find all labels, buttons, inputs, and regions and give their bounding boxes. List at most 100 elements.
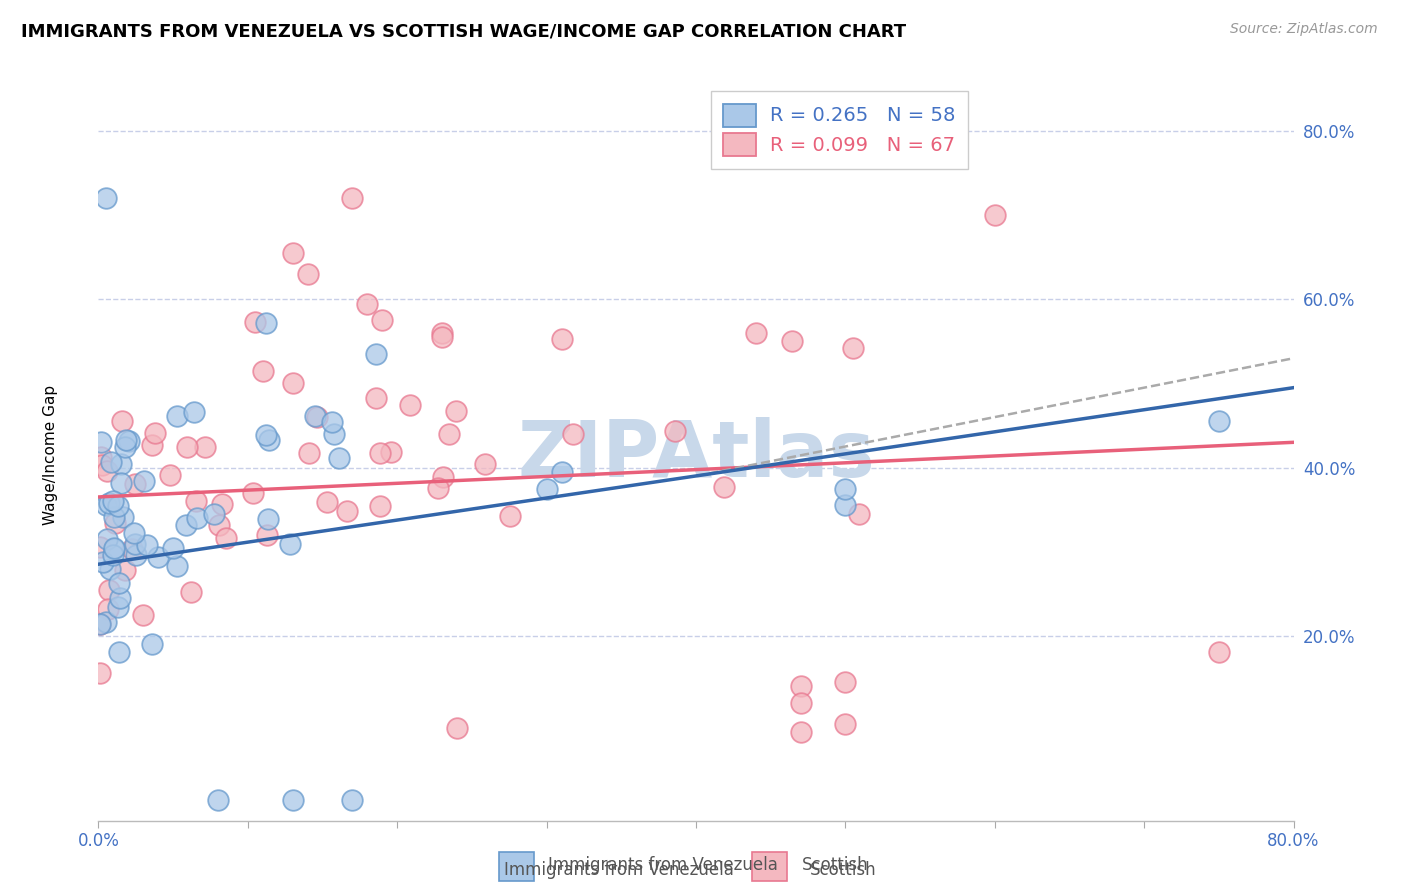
Point (745, 326, 768, 340)
Point (114, 563, 136, 577)
Point (98, 583, 121, 598)
Text: Source: ZipAtlas.com: Source: ZipAtlas.com (1230, 22, 1378, 37)
Point (304, 409, 326, 423)
Point (97, 602, 120, 616)
Point (107, 599, 129, 614)
Point (499, 509, 522, 524)
Point (834, 482, 856, 496)
Point (323, 427, 346, 442)
Point (143, 425, 166, 440)
Point (321, 415, 343, 429)
Point (186, 511, 208, 525)
Point (305, 409, 328, 424)
Point (215, 531, 238, 545)
Point (115, 433, 138, 447)
Point (103, 541, 125, 556)
Point (789, 696, 811, 710)
Point (342, 792, 364, 806)
Point (91, 555, 114, 569)
Point (780, 334, 803, 348)
Point (437, 427, 460, 442)
Point (124, 537, 146, 551)
Text: Wage/Income Gap: Wage/Income Gap (44, 384, 58, 525)
Point (664, 424, 686, 438)
Point (202, 507, 225, 521)
Point (536, 482, 558, 496)
Point (432, 470, 454, 484)
Point (316, 494, 339, 508)
Point (176, 517, 198, 532)
Point (254, 427, 277, 442)
Point (368, 446, 391, 460)
Point (297, 446, 319, 460)
Point (89, 617, 111, 632)
Point (96, 464, 118, 478)
Point (242, 486, 264, 500)
Point (342, 192, 364, 206)
Point (90, 435, 112, 450)
Text: ZIPAtlas: ZIPAtlas (517, 417, 875, 493)
Point (90, 450, 112, 464)
Point (356, 296, 378, 310)
Text: Scottish: Scottish (801, 856, 868, 874)
Point (430, 330, 453, 344)
Point (834, 717, 856, 731)
Point (117, 434, 139, 448)
Point (297, 267, 319, 281)
Point (550, 465, 572, 479)
Point (834, 674, 856, 689)
Point (713, 480, 735, 494)
Point (91, 458, 114, 473)
Point (257, 434, 280, 448)
Point (114, 440, 136, 454)
Point (180, 584, 202, 599)
Point (141, 636, 163, 650)
Point (111, 414, 134, 428)
Point (256, 527, 278, 541)
Point (103, 549, 125, 563)
Legend: R = 0.265   N = 58, R = 0.099   N = 67: R = 0.265 N = 58, R = 0.099 N = 67 (710, 91, 969, 169)
Point (104, 516, 127, 531)
FancyBboxPatch shape (499, 852, 534, 881)
Point (281, 792, 304, 806)
Point (125, 548, 148, 562)
Point (207, 517, 229, 532)
Point (399, 399, 422, 413)
Point (121, 542, 143, 557)
Point (101, 493, 124, 508)
Point (162, 541, 184, 556)
Point (834, 499, 856, 513)
Point (366, 347, 388, 361)
Point (89, 665, 111, 680)
Point (94, 499, 117, 513)
Point (108, 591, 131, 605)
Point (789, 725, 811, 739)
Text: Immigrants from Venezuela: Immigrants from Venezuela (548, 856, 778, 874)
Point (211, 497, 233, 511)
Point (110, 475, 132, 490)
Point (135, 538, 157, 552)
Point (371, 313, 394, 327)
Point (166, 559, 188, 574)
Point (254, 316, 277, 330)
Point (148, 550, 170, 565)
Point (108, 645, 131, 659)
Point (252, 364, 274, 378)
Point (184, 494, 207, 508)
Point (132, 607, 155, 622)
Point (94, 192, 117, 206)
Point (132, 474, 155, 488)
Point (89, 617, 111, 632)
Point (984, 208, 1007, 222)
Point (159, 467, 181, 482)
Point (111, 510, 134, 524)
Point (336, 504, 359, 518)
Point (1208, 645, 1230, 659)
Point (207, 792, 229, 806)
Point (96, 615, 118, 629)
Point (368, 499, 391, 513)
Point (107, 575, 129, 590)
Point (243, 315, 266, 329)
Point (281, 246, 304, 260)
Point (176, 440, 198, 454)
